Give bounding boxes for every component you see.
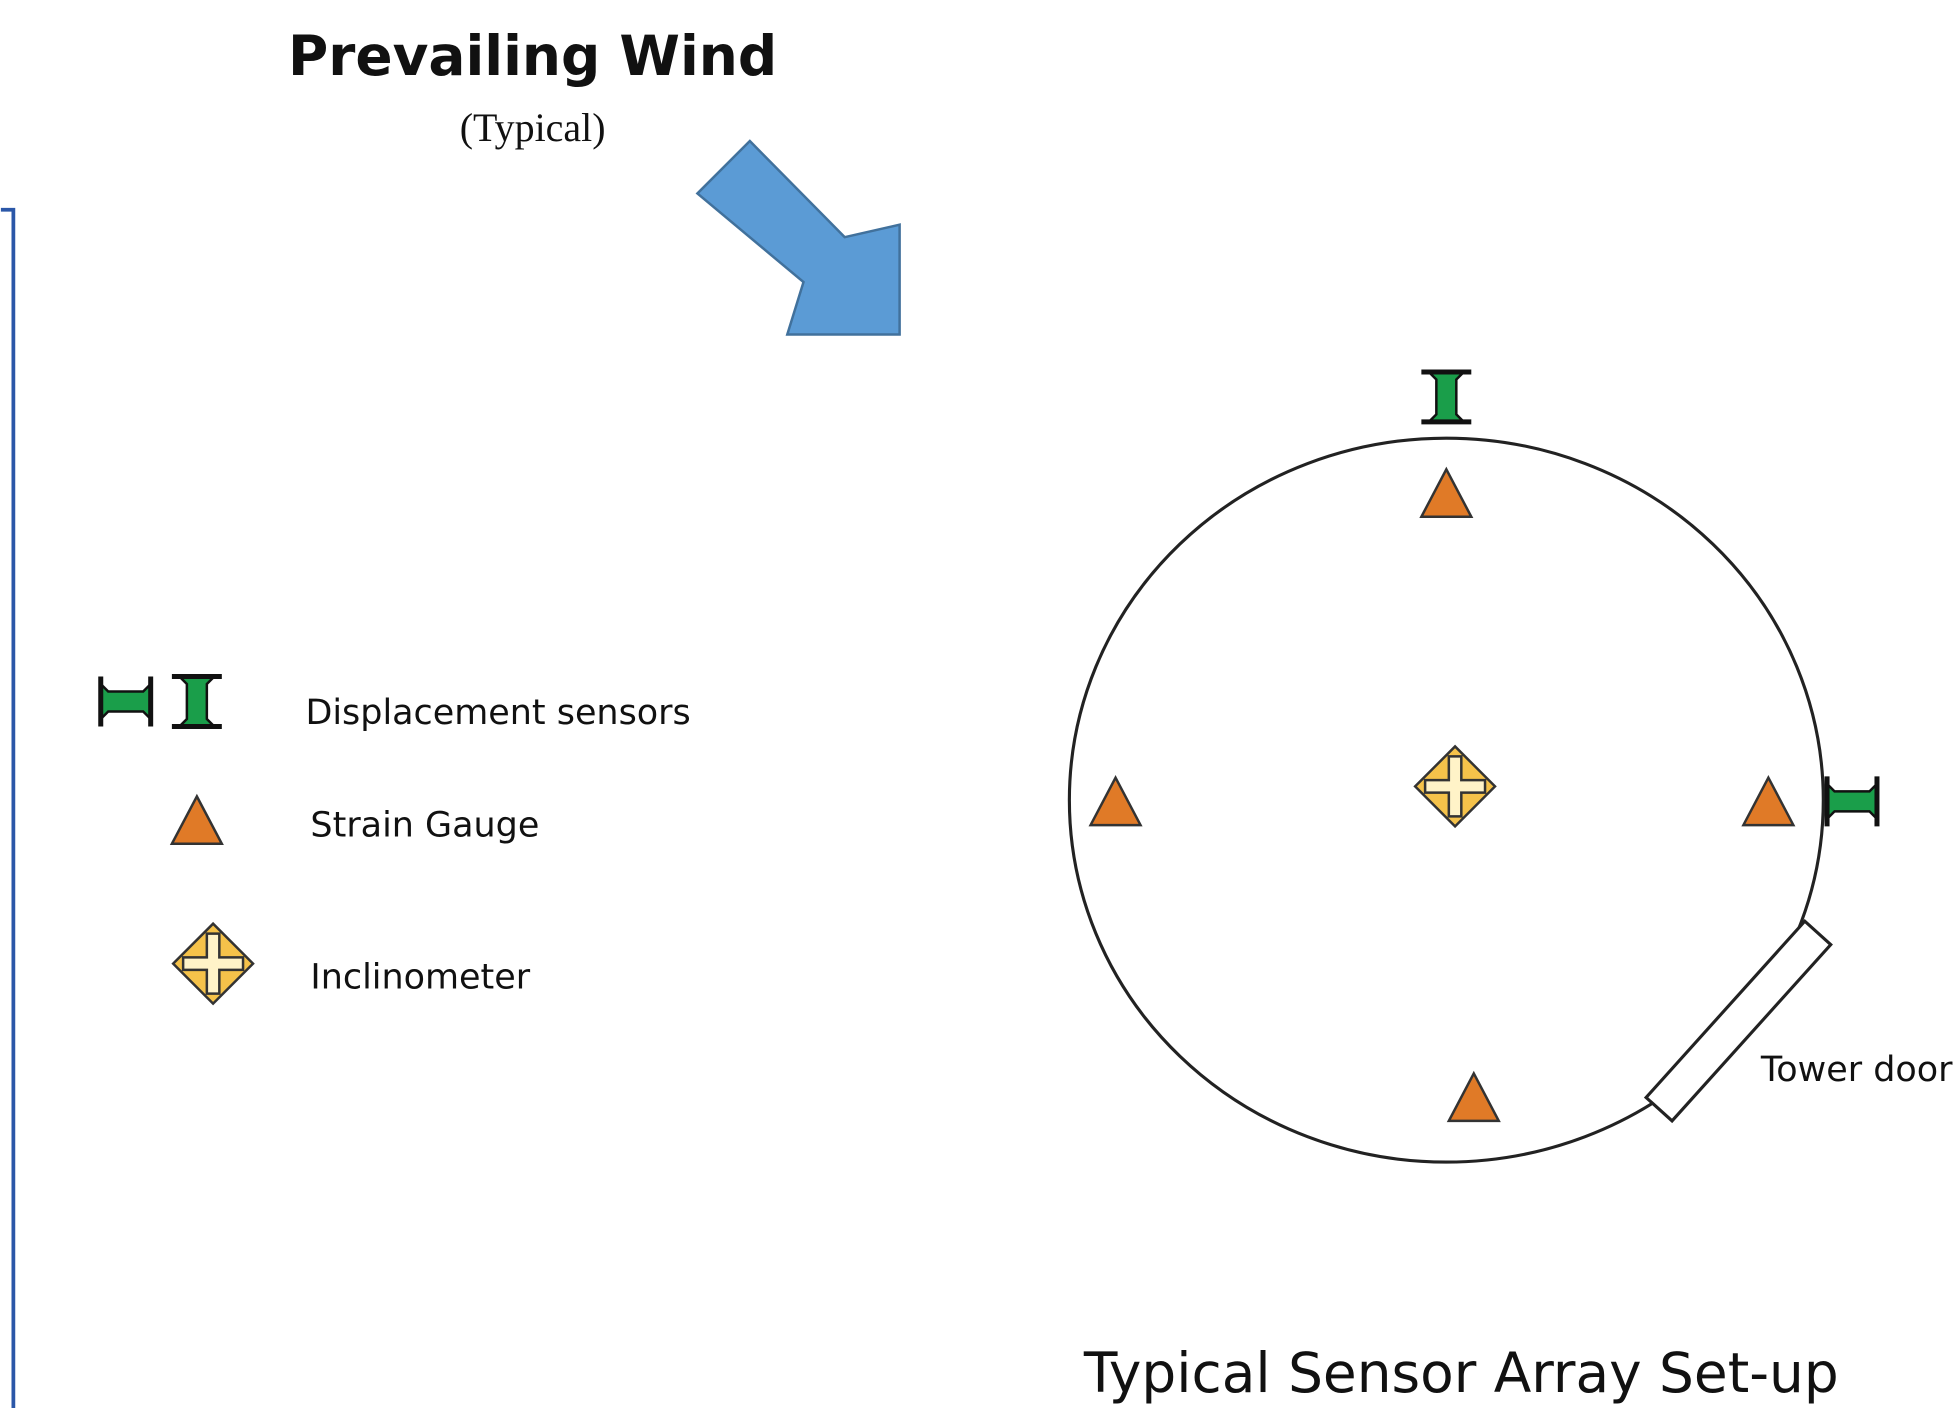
displacement-sensor: [1421, 372, 1471, 422]
legend-displacement-v: [172, 677, 222, 727]
strain-gauge: [1089, 776, 1142, 827]
displacement-sensor: [1827, 776, 1877, 826]
legend-label: Inclinometer: [310, 958, 530, 998]
strain-gauge: [1742, 776, 1795, 827]
tower-door: [1643, 919, 1833, 1124]
door-label: Tower door: [1760, 1050, 1953, 1090]
caption: Typical Sensor Array Set-up: [1083, 1341, 1839, 1405]
frame-line: [0, 207, 16, 1408]
strain-gauge: [1420, 468, 1473, 519]
tower-outline: [1067, 436, 1825, 1164]
legend-label: Strain Gauge: [310, 805, 539, 845]
legend-strain: [170, 795, 224, 846]
legend-inclinometer: [171, 922, 255, 1005]
wind-arrow: [695, 139, 901, 336]
title: Prevailing Wind: [288, 24, 777, 88]
strain-gauge: [1447, 1072, 1501, 1123]
legend-label: Displacement sensors: [305, 693, 690, 733]
inclinometer: [1413, 745, 1497, 828]
legend-displacement-h: [101, 677, 151, 727]
subtitle: (Typical): [460, 105, 606, 150]
